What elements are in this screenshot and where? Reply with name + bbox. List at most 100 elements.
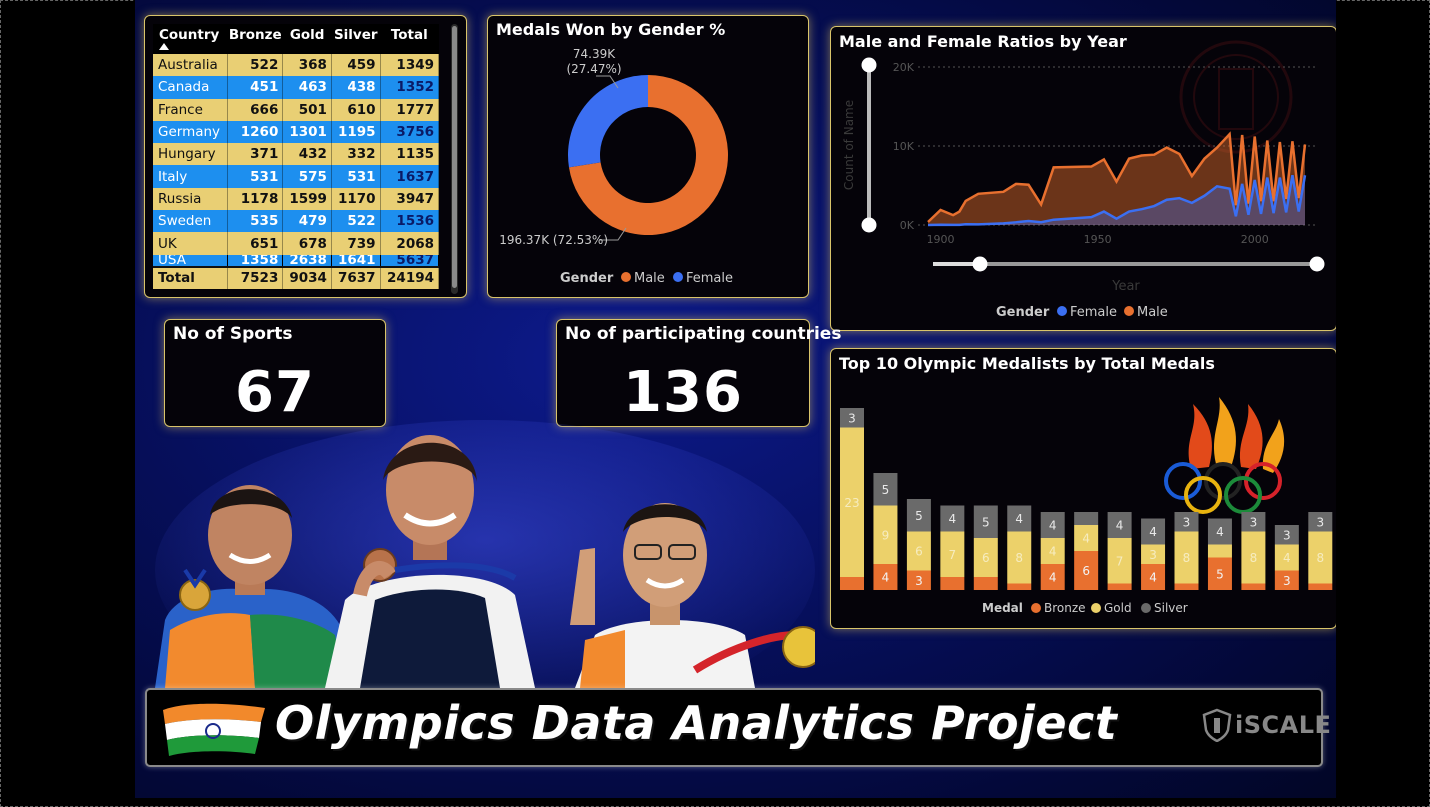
ratio-y-axis-label: Count of Name	[842, 100, 856, 190]
bar-segment-gold[interactable]	[940, 531, 965, 578]
legend-item-female[interactable]: Female	[1070, 305, 1117, 320]
bar-segment-bronze[interactable]	[1040, 564, 1065, 590]
bar-segment-bronze[interactable]	[1007, 583, 1032, 591]
table-cell-silver: 531	[331, 165, 381, 188]
bar-segment-silver[interactable]	[1241, 512, 1266, 532]
table-cell-silver: 1195	[331, 120, 381, 144]
bar-segment-silver[interactable]	[1040, 512, 1065, 538]
bar-segment-gold[interactable]	[1174, 531, 1199, 584]
bar-segment-gold[interactable]	[1207, 544, 1232, 558]
table-cell-country: France	[153, 98, 229, 121]
bar-segment-silver[interactable]	[1141, 518, 1166, 545]
column-header-total[interactable]: Total	[380, 24, 439, 54]
line-male[interactable]	[927, 131, 1307, 223]
table-row[interactable]: Russia 1178 1599 1170 3947	[153, 187, 440, 211]
bar-segment-silver[interactable]	[1074, 512, 1099, 525]
table-row[interactable]: Canada 451 463 438 1352	[153, 76, 440, 99]
table-row[interactable]: Germany 1260 1301 1195 3756	[153, 120, 440, 144]
ratio-x-tick-label: 1900	[927, 233, 955, 246]
bar-segment-silver[interactable]	[840, 408, 864, 428]
y-range-slider-bottom-handle[interactable]	[861, 217, 877, 233]
bar-segment-gold[interactable]	[1007, 531, 1032, 584]
x-range-slider-right-handle[interactable]	[1309, 256, 1325, 272]
bar-segment-silver[interactable]	[1274, 525, 1299, 545]
bar-segment-bronze[interactable]	[873, 564, 898, 590]
donut-slice-female[interactable]	[568, 75, 648, 168]
legend-item-gold[interactable]: Gold	[1104, 601, 1132, 615]
bar-segment-silver[interactable]	[906, 499, 931, 532]
bar-segment-bronze[interactable]	[906, 570, 931, 591]
sort-ascending-icon[interactable]	[159, 43, 169, 50]
donut-slice-male[interactable]	[568, 75, 728, 236]
bar-segment-silver[interactable]	[973, 505, 998, 539]
y-range-slider-top-handle[interactable]	[861, 57, 877, 73]
line-female[interactable]	[927, 175, 1307, 227]
table-row[interactable]: Hungary 371 432 332 1135	[153, 143, 440, 166]
legend-marker-silver	[1141, 603, 1151, 613]
total-cell-total: 24194	[380, 265, 440, 289]
legend-item-female[interactable]: Female	[686, 271, 733, 286]
bar-segment-bronze[interactable]	[1107, 583, 1132, 591]
bar-segment-bronze[interactable]	[1141, 564, 1166, 590]
bar-segment-silver[interactable]	[1308, 512, 1333, 532]
column-header-label: Country	[159, 27, 220, 43]
ratio-chart-title: Male and Female Ratios by Year	[839, 32, 1127, 51]
table-row[interactable]: UK 651 678 739 2068	[153, 232, 440, 255]
table-scrollbar-thumb[interactable]	[452, 26, 457, 288]
bar-segment-bronze[interactable]	[840, 577, 864, 590]
column-header-gold[interactable]: Gold	[282, 24, 332, 54]
bar-segment-bronze[interactable]	[1241, 583, 1266, 591]
total-cell-bronze: 7523	[227, 265, 284, 289]
legend-marker-gold	[1091, 603, 1101, 613]
total-cell-gold: 9034	[282, 265, 332, 289]
bar-label-gold: 4	[1049, 545, 1057, 559]
sports-card-value: 67	[235, 360, 315, 425]
bar-segment-bronze[interactable]	[940, 577, 965, 590]
legend-marker-female	[1057, 306, 1067, 316]
bar-segment-gold[interactable]	[1141, 544, 1166, 565]
column-header-silver[interactable]: Silver	[331, 24, 381, 54]
bar-label-gold: 3	[1149, 548, 1157, 562]
sports-card-title: No of Sports	[173, 324, 293, 344]
bar-segment-bronze[interactable]	[973, 577, 998, 590]
legend-item-silver[interactable]: Silver	[1154, 601, 1188, 615]
bar-segment-gold[interactable]	[973, 538, 998, 577]
column-header-bronze[interactable]: Bronze	[227, 24, 283, 54]
table-cell-gold: 368	[282, 54, 332, 77]
bar-segment-gold[interactable]	[1040, 538, 1065, 564]
bar-segment-silver[interactable]	[873, 473, 898, 506]
bar-segment-gold[interactable]	[1241, 531, 1266, 584]
table-row[interactable]: Sweden 535 479 522 1536	[153, 210, 440, 233]
table-row[interactable]: Italy 531 575 531 1637	[153, 165, 440, 188]
legend-item-male[interactable]: Male	[1137, 305, 1168, 320]
bar-segment-gold[interactable]	[1074, 525, 1099, 551]
bar-segment-bronze[interactable]	[1207, 557, 1232, 591]
table-row[interactable]: France 666 501 610 1777	[153, 98, 440, 121]
bar-segment-bronze[interactable]	[1308, 583, 1333, 591]
top-medalists-chart: Top 10 Olympic Medalists by Total Medals…	[839, 354, 1333, 615]
legend-item-bronze[interactable]: Bronze	[1044, 601, 1086, 615]
bar-segment-silver[interactable]	[1007, 505, 1032, 532]
bar-segment-gold[interactable]	[1308, 531, 1333, 584]
bar-label-gold: 23	[844, 496, 859, 510]
bar-segment-gold[interactable]	[840, 427, 864, 578]
bar-segment-silver[interactable]	[1207, 518, 1232, 545]
table-row[interactable]: Australia 522 368 459 1349	[153, 54, 440, 77]
bar-segment-gold[interactable]	[1107, 538, 1132, 584]
legend-item-male[interactable]: Male	[634, 271, 665, 286]
table-scrollbar[interactable]	[451, 24, 458, 294]
bar-segment-gold[interactable]	[906, 531, 931, 571]
bar-segment-bronze[interactable]	[1274, 570, 1299, 591]
bar-segment-bronze[interactable]	[1174, 583, 1199, 591]
bar-segment-gold[interactable]	[873, 505, 898, 565]
table-cell-gold: 479	[282, 210, 332, 233]
table-row[interactable]: USA 1358 2638 1641 5637	[153, 254, 440, 267]
bar-segment-gold[interactable]	[1274, 544, 1299, 571]
bar-segment-silver[interactable]	[1107, 512, 1132, 538]
bar-segment-silver[interactable]	[940, 505, 965, 532]
bar-label-silver: 4	[1015, 512, 1023, 526]
column-header-country[interactable]: Country	[153, 24, 228, 54]
bar-segment-silver[interactable]	[1174, 512, 1199, 532]
bar-segment-bronze[interactable]	[1074, 551, 1099, 590]
x-range-slider-left-handle[interactable]	[972, 256, 988, 272]
